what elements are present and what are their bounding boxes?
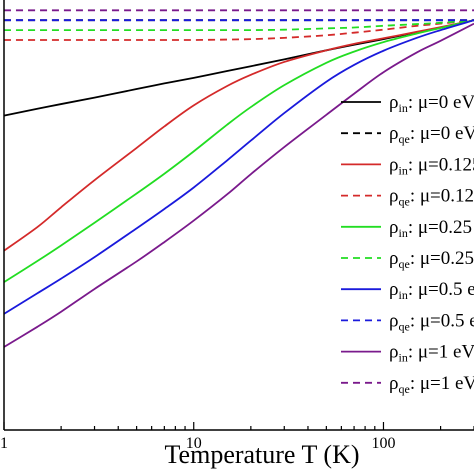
x-tick-label: 10 (186, 435, 202, 452)
legend-label-5: ρqe: μ=0.25 eV (389, 248, 474, 271)
legend-label-9: ρqe: μ=1 eV (389, 373, 474, 396)
tick-layer: 1 10 100 (0, 422, 474, 452)
series-line-2 (3, 19, 474, 252)
axes-layer (3, 0, 474, 431)
legend-label-2: ρin: μ=0.125 eV (389, 154, 474, 177)
legend: ρin: μ=0 eV ρqe: μ=0 eV ρin: μ=0.125 eV ρqe… (341, 92, 474, 396)
x-tick-label: 100 (371, 435, 395, 452)
series-line-4 (3, 19, 474, 283)
legend-label-1: ρqe: μ=0 eV (389, 123, 474, 146)
legend-label-4: ρin: μ=0.25 eV (389, 217, 474, 240)
legend-label-8: ρin: μ=1 eV (389, 342, 474, 365)
x-tick-label: 1 (0, 435, 8, 452)
series-line-8 (3, 22, 474, 348)
x-axis-label: Temperature T (K) (164, 440, 359, 469)
series-layer (3, 9, 474, 348)
legend-label-7: ρqe: μ=0.5 eV (389, 310, 474, 333)
legend-label-3: ρqe: μ=0.125 eV (389, 186, 474, 209)
series-line-5 (3, 19, 474, 32)
legend-label-0: ρin: μ=0 eV (389, 92, 474, 115)
series-line-6 (3, 19, 474, 315)
plot-area (4, 0, 474, 430)
legend-label-6: ρin: μ=0.5 eV (389, 279, 474, 302)
series-line-3 (4, 19, 474, 41)
